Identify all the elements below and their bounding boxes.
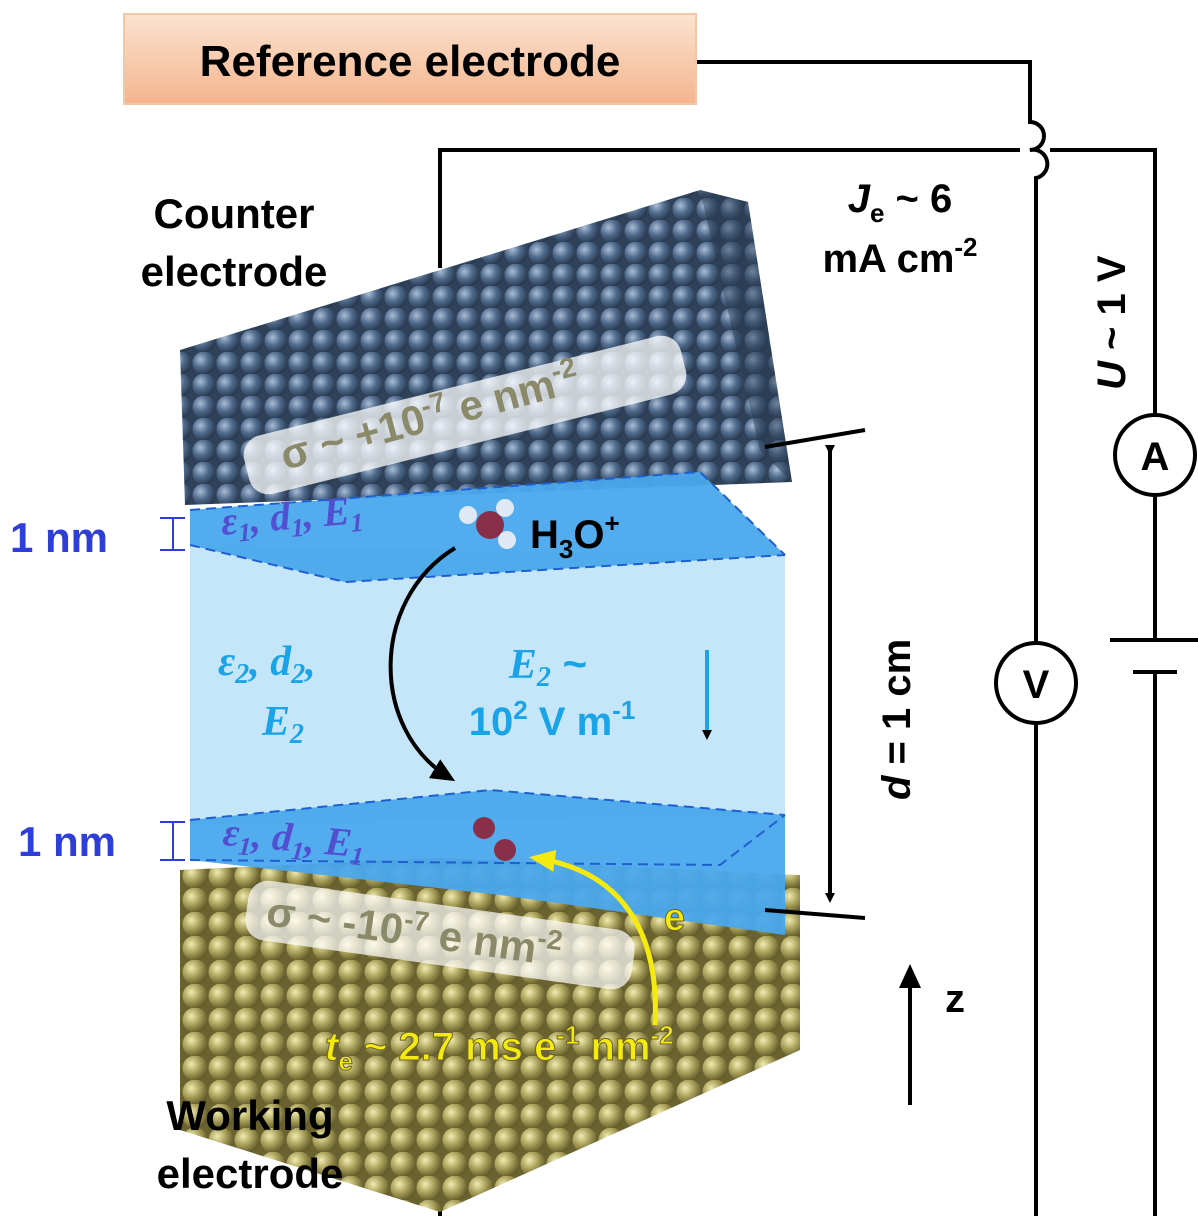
text-part: -2 <box>536 922 565 956</box>
current-density: Je ~ 6 <box>848 177 953 228</box>
text-part: e <box>870 198 884 228</box>
thickness-label: 1 nm <box>10 514 108 561</box>
text-part: , E <box>302 816 353 865</box>
text-part: d <box>875 774 919 800</box>
text-part: J <box>848 177 871 221</box>
current-density: mA cm-2 <box>822 232 977 281</box>
text-part: -1 <box>612 695 635 725</box>
text-part: electrode <box>157 1150 344 1197</box>
text-part: + <box>604 508 619 538</box>
bulk-layer <box>190 545 785 825</box>
text-part: 10 <box>469 700 514 744</box>
text-part: -1 <box>556 1020 579 1050</box>
distance-label: d = 1 cm <box>875 639 919 800</box>
text-part: nm <box>579 1025 650 1069</box>
text-part: e <box>338 1046 352 1076</box>
text-part: electrode <box>141 248 328 295</box>
text-part: , d <box>250 812 296 860</box>
thickness-marks <box>160 518 185 860</box>
text-part: 3 <box>559 534 573 564</box>
text-part: , <box>304 639 316 685</box>
text-part: , E <box>300 488 351 537</box>
voltmeter-label: V <box>1023 663 1050 707</box>
text-part: 2 <box>234 659 249 690</box>
text-part: E <box>261 699 290 745</box>
reference-label: Reference electrode <box>200 37 621 86</box>
text-part: O <box>573 513 604 557</box>
thickness-label: 1 nm <box>18 818 116 865</box>
text-part: 2 <box>289 719 304 750</box>
text-part: 1 <box>349 841 364 871</box>
text-part: -2 <box>954 232 977 262</box>
text-part: ε <box>218 639 235 685</box>
text-part: E <box>508 642 537 688</box>
text-part: 1 <box>349 508 364 538</box>
diagram: Reference electrode Counter electrode Wor… <box>0 0 1198 1216</box>
text-part: mA cm <box>822 237 954 281</box>
text-part: 2 <box>513 695 527 725</box>
text-part: = 1 cm <box>875 639 919 776</box>
ammeter-label: A <box>1141 435 1170 479</box>
text-part: Counter <box>154 190 315 237</box>
text-part: ~ <box>551 640 587 687</box>
text-part: U <box>1090 360 1134 390</box>
text-part: V m <box>528 700 612 744</box>
counter-label: Counter electrode <box>141 190 328 295</box>
text-part: , d <box>248 639 292 685</box>
transfer-time: te ~ 2.7 ms e-1 nm-2 <box>325 1020 674 1076</box>
axis-label: z <box>945 977 965 1021</box>
text-part: ~ 2.7 ms e <box>353 1025 556 1069</box>
text-part: Working <box>166 1092 333 1139</box>
bulk-field: 102 V m-1 <box>469 695 636 744</box>
cell-voltage: U ~ 1 V <box>1090 255 1134 390</box>
text-part: H <box>530 513 559 557</box>
text-part: -2 <box>651 1020 674 1050</box>
text-part: 2 <box>290 659 305 690</box>
text-part: 1 <box>237 831 252 861</box>
electron-label: e <box>664 897 685 939</box>
text-part: , d <box>247 493 293 541</box>
text-part: ~ 1 V <box>1090 255 1134 361</box>
text-part: 1 <box>290 836 305 866</box>
text-part: ~ 6 <box>884 177 952 221</box>
text-part: 2 <box>536 662 551 693</box>
